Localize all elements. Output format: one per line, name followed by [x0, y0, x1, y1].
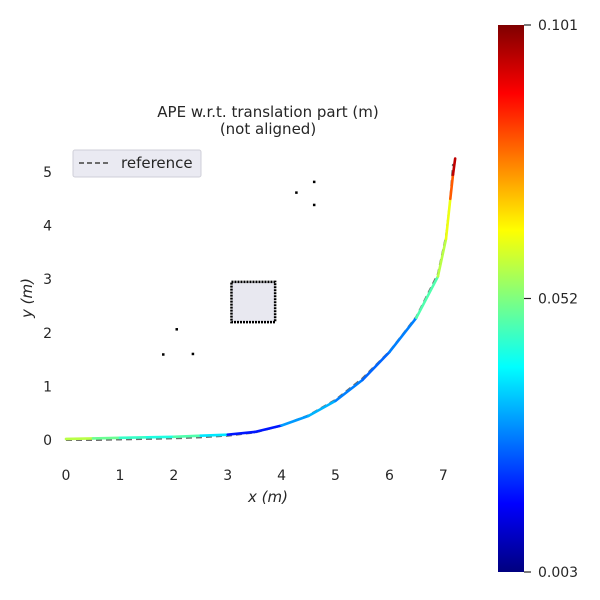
- colorbar-gradient: [498, 25, 524, 572]
- trajectory-segment: [451, 157, 457, 176]
- trajectory-segment: [118, 436, 149, 440]
- trajectory-segment: [64, 437, 95, 441]
- obstacle-point: [295, 191, 298, 194]
- colorbar-tick-label: 0.101: [538, 18, 578, 34]
- x-axis-label: x (m): [247, 488, 288, 506]
- plot-area: [64, 157, 457, 441]
- x-tick-label: 0: [62, 468, 71, 484]
- chart-subtitle: (not aligned): [220, 120, 316, 138]
- trajectory-segment: [334, 378, 364, 403]
- trajectory-segment: [449, 173, 455, 201]
- legend-label-reference: reference: [121, 154, 193, 172]
- y-tick-label: 3: [43, 272, 52, 288]
- legend: reference: [72, 149, 202, 178]
- trajectory-segment: [172, 434, 203, 439]
- trajectory-segment: [226, 430, 256, 436]
- obstacle-point: [162, 353, 165, 356]
- trajectory-segment: [199, 433, 229, 438]
- x-tick-label: 6: [385, 468, 394, 484]
- y-tick-label: 4: [43, 219, 52, 235]
- trajectory-segment: [444, 197, 452, 241]
- colorbar-tick-label: 0.003: [538, 565, 578, 581]
- x-axis: 0 1 2 3 4 5 6 7: [62, 468, 448, 484]
- x-tick-label: 7: [439, 468, 448, 484]
- x-tick-label: 1: [115, 468, 124, 484]
- y-tick-label: 1: [43, 379, 52, 395]
- trajectory-segment: [280, 414, 310, 427]
- trajectory-segment: [91, 436, 122, 440]
- trajectory-segment: [145, 435, 176, 439]
- x-tick-label: 4: [277, 468, 286, 484]
- y-tick-label: 0: [43, 433, 52, 449]
- obstacle-point: [191, 352, 195, 356]
- x-tick-label: 3: [223, 468, 232, 484]
- legend-box: [72, 149, 202, 178]
- trajectory-segment: [361, 350, 391, 382]
- trajectory-segment: [388, 316, 418, 354]
- obstacle-point: [175, 328, 178, 331]
- obstacle-point: [312, 203, 316, 207]
- colorbar-tick-label: 0.052: [538, 292, 578, 308]
- trajectory-segment: [415, 275, 440, 320]
- y-axis: 0 1 2 3 4 5: [43, 165, 52, 449]
- y-tick-label: 5: [43, 165, 52, 181]
- y-axis-label: y (m): [18, 278, 36, 319]
- y-tick-label: 2: [43, 326, 52, 342]
- colorbar: 0.003 0.052 0.101: [498, 18, 578, 581]
- trajectory-segment: [307, 399, 337, 418]
- x-tick-label: 2: [169, 468, 178, 484]
- colorbar-ticks: 0.003 0.052 0.101: [524, 18, 578, 581]
- chart-title: APE w.r.t. translation part (m): [157, 103, 378, 121]
- x-tick-label: 5: [331, 468, 340, 484]
- trajectory-segment: [436, 237, 448, 278]
- obstacle-point: [312, 180, 316, 184]
- trajectory-segment: [253, 424, 283, 434]
- obstacle-box: [230, 280, 277, 324]
